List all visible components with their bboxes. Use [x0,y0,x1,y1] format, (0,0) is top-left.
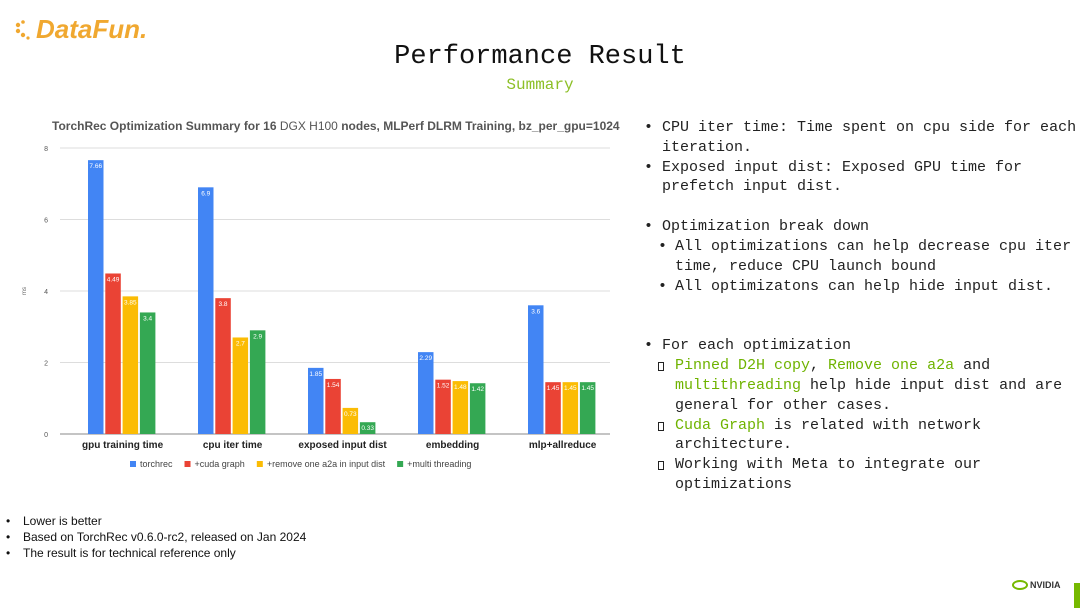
y-tick-label: 2 [44,361,48,368]
bar-data-label: 2.9 [253,333,262,340]
subbullet-hide-input-dist-general: Pinned D2H copy, Remove one a2a and mult… [640,356,1080,415]
bar [562,382,579,434]
nvidia-accent-bar [1074,583,1080,608]
bar [232,337,249,434]
page-subtitle: Summary [506,76,574,94]
subbullet-decrease-cpu: All optimizations can help decrease cpu … [640,237,1080,277]
x-category-label: exposed input dist [298,440,387,451]
bar [579,382,596,434]
bar [469,383,486,434]
bar [122,296,139,434]
bar [198,187,214,434]
bar-data-label: 1.45 [547,385,560,392]
bar [545,382,561,434]
bar [105,273,121,434]
bar [359,422,376,434]
nvidia-logo: NVIDIA [1012,580,1061,590]
bar-data-label: 6.9 [201,190,210,197]
bullet-optimization-breakdown: Optimization break down [640,217,1080,237]
y-tick-label: 6 [44,218,48,225]
bar [88,160,104,434]
legend-label: +remove one a2a in input dist [267,459,386,469]
bar-data-label: 3.85 [124,299,137,306]
legend-swatch [130,461,136,467]
bar-data-label: 1.85 [309,371,322,378]
network-architecture-text: is related with network architecture. [675,416,982,454]
bar-data-label: 2.7 [236,340,245,347]
legend-swatch [397,461,404,467]
bar-data-label: 3.6 [531,308,540,315]
legend-swatch [184,461,191,467]
separator-text: , [810,357,829,375]
chart-title-part: TorchRec Optimization Summary for 16 [52,119,277,133]
bar-data-label: 3.4 [143,315,152,322]
remove-one-a2a-text: Remove one a2a [828,357,955,375]
note-torchrec-version: Based on TorchRec v0.6.0-rc2, released o… [6,529,306,545]
datafun-mark-icon [15,19,30,40]
x-category-label: gpu training time [82,440,164,451]
explanation-bullets: CPU iter time: Time spent on cpu side fo… [640,118,1080,495]
bar-data-label: 1.52 [437,383,450,390]
bar [139,312,156,434]
bar [528,305,544,434]
datafun-logo: DataFun. [14,14,147,45]
bar-data-label: 0.73 [344,411,357,418]
subbullet-cuda-graph: Cuda Graph is related with network archi… [640,416,1080,456]
nvidia-logo-text: NVIDIA [1030,580,1061,590]
bar [418,352,434,434]
bar [249,330,266,434]
bar-data-label: 3.8 [219,301,228,308]
bar [452,381,469,434]
y-tick-label: 8 [44,146,48,153]
footnotes: Lower is better Based on TorchRec v0.6.0… [6,513,306,561]
bullet-exposed-input-dist: Exposed input dist: Exposed GPU time for… [640,158,1080,198]
bar-data-label: 7.66 [89,163,102,170]
bullet-cpu-iter-time: CPU iter time: Time spent on cpu side fo… [640,118,1080,158]
bar-data-label: 1.54 [327,382,340,389]
legend-swatch [256,461,263,467]
subbullet-hide-input-dist: All optimizatons can help hide input dis… [640,277,1080,297]
bar-data-label: 1.42 [471,386,484,393]
page-title: Performance Result [394,42,686,72]
chart-title: TorchRec Optimization Summary for 16 DGX… [52,119,620,133]
bar-data-label: 0.33 [361,425,374,432]
multithreading-text: multithreading [675,376,802,394]
note-technical-reference: The result is for technical reference on… [6,545,306,561]
cuda-graph-text: Cuda Graph [675,416,766,434]
y-tick-label: 0 [44,432,48,439]
datafun-logo-text: DataFun. [36,14,148,44]
nvidia-eye-icon [1012,580,1028,590]
bar-data-label: 1.45 [581,385,594,392]
bar [308,367,324,434]
legend-label: +cuda graph [195,459,245,469]
legend-label: +multi threading [407,459,471,469]
bar [435,379,451,434]
y-axis-label: ms [22,287,28,295]
pinned-d2h-copy-text: Pinned D2H copy [675,357,811,375]
bar-chart: TorchRec Optimization Summary for 16 DGX… [22,119,620,469]
bullet-each-optimization: For each optimization [640,336,1080,356]
and-text: and [954,357,991,375]
bar-data-label: 1.45 [564,385,577,392]
bar-data-label: 4.49 [107,276,120,283]
general-cases-text: help hide input dist and are general for… [675,376,1063,414]
bar-data-label: 2.29 [419,355,432,362]
x-category-label: cpu iter time [203,440,263,451]
x-category-label: mlp+allreduce [529,440,597,451]
chart-title-part: nodes, MLPerf DLRM Training, bz_per_gpu=… [341,119,620,133]
y-tick-label: 4 [44,289,48,296]
bar [215,298,231,434]
subbullet-meta-integration: Working with Meta to integrate our optim… [640,455,1080,495]
note-lower-is-better: Lower is better [6,513,306,529]
legend-label: torchrec [140,459,173,469]
bar [325,378,341,434]
x-category-label: embedding [426,440,479,451]
bar [342,407,359,434]
chart-title-part: DGX H100 [277,119,342,133]
bar-data-label: 1.48 [454,384,467,391]
